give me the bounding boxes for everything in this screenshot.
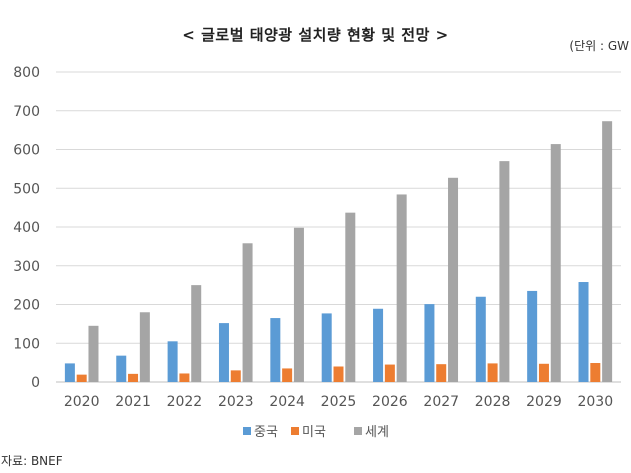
y-tick-label: 100 bbox=[13, 336, 40, 352]
x-tick-label: 2022 bbox=[167, 394, 203, 410]
bar-미국-2021 bbox=[128, 373, 139, 382]
bar-중국-2020 bbox=[64, 363, 75, 382]
y-tick-label: 500 bbox=[13, 181, 40, 197]
legend-swatch-세계 bbox=[354, 427, 362, 435]
bar-미국-2020 bbox=[76, 374, 87, 382]
x-tick-label: 2020 bbox=[64, 394, 100, 410]
bar-중국-2023 bbox=[218, 323, 229, 382]
bar-중국-2030 bbox=[578, 282, 589, 382]
bar-미국-2023 bbox=[230, 370, 241, 382]
bar-미국-2029 bbox=[538, 363, 549, 382]
y-tick-label: 400 bbox=[13, 220, 40, 236]
bar-세계-2027 bbox=[448, 177, 459, 382]
x-tick-label: 2028 bbox=[475, 394, 511, 410]
legend-swatch-미국 bbox=[291, 427, 299, 435]
bar-중국-2024 bbox=[270, 318, 281, 382]
bar-미국-2026 bbox=[384, 364, 395, 382]
bar-세계-2028 bbox=[499, 161, 510, 382]
x-tick-label: 2030 bbox=[577, 394, 613, 410]
bar-세계-2024 bbox=[293, 227, 304, 382]
bar-중국-2027 bbox=[424, 304, 435, 382]
y-tick-label: 300 bbox=[13, 259, 40, 275]
x-tick-label: 2029 bbox=[526, 394, 562, 410]
bar-미국-2022 bbox=[179, 373, 190, 382]
source-note: 자료: BNEF bbox=[1, 454, 63, 468]
bar-세계-2030 bbox=[602, 121, 613, 383]
x-tick-label: 2021 bbox=[115, 394, 151, 410]
legend-swatch-중국 bbox=[243, 427, 251, 435]
bar-세계-2021 bbox=[139, 312, 150, 382]
bar-세계-2026 bbox=[396, 194, 407, 382]
bar-미국-2028 bbox=[487, 363, 498, 382]
bar-세계-2022 bbox=[191, 285, 202, 382]
bar-미국-2027 bbox=[436, 364, 447, 382]
legend-label-중국: 중국 bbox=[254, 425, 278, 440]
x-tick-label: 2024 bbox=[269, 394, 305, 410]
bar-중국-2026 bbox=[373, 308, 384, 382]
bar-세계-2029 bbox=[550, 144, 561, 382]
bar-세계-2023 bbox=[242, 243, 253, 382]
x-tick-label: 2025 bbox=[321, 394, 357, 410]
y-tick-label: 0 bbox=[31, 375, 40, 391]
y-tick-label: 200 bbox=[13, 298, 40, 314]
bar-중국-2028 bbox=[475, 296, 486, 382]
y-tick-label: 700 bbox=[13, 104, 40, 120]
bar-미국-2030 bbox=[590, 363, 601, 382]
bar-중국-2022 bbox=[167, 341, 178, 382]
unit-note: (단위 : GW bbox=[569, 39, 629, 53]
y-tick-label: 600 bbox=[13, 143, 40, 159]
bar-미국-2024 bbox=[282, 368, 293, 382]
x-tick-label: 2026 bbox=[372, 394, 408, 410]
bar-중국-2025 bbox=[321, 313, 332, 382]
chart-title: < 글로벌 태양광 설치량 현황 및 전망 > bbox=[182, 26, 449, 44]
legend-label-세계: 세계 bbox=[365, 425, 389, 440]
bar-미국-2025 bbox=[333, 366, 344, 382]
y-tick-label: 800 bbox=[13, 65, 40, 81]
bar-중국-2029 bbox=[527, 290, 538, 382]
x-tick-label: 2023 bbox=[218, 394, 254, 410]
bar-세계-2020 bbox=[88, 325, 99, 382]
legend-label-미국: 미국 bbox=[302, 425, 326, 440]
bar-세계-2025 bbox=[345, 212, 356, 382]
x-tick-label: 2027 bbox=[423, 394, 459, 410]
bar-중국-2021 bbox=[116, 355, 127, 382]
